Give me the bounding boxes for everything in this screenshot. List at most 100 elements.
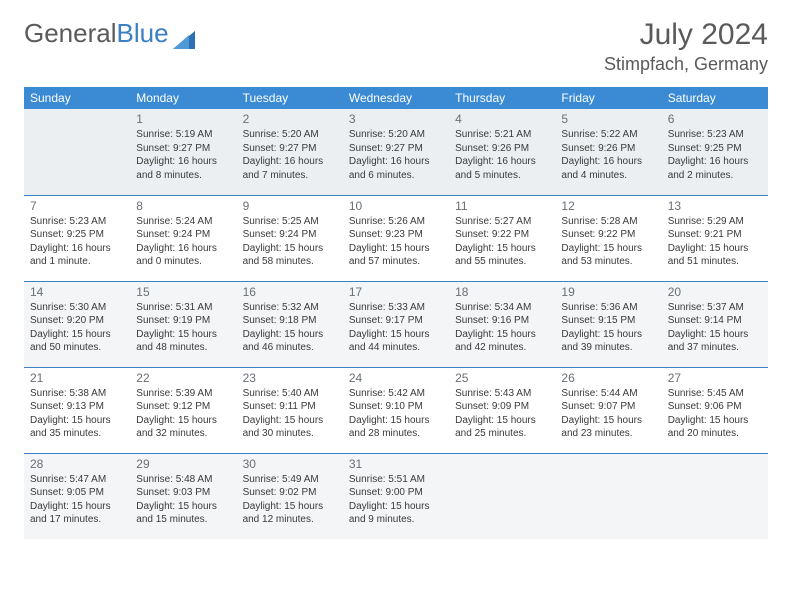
sunrise-text: Sunrise: 5:21 AM: [455, 128, 549, 142]
sunrise-text: Sunrise: 5:28 AM: [561, 215, 655, 229]
day-cell: 17Sunrise: 5:33 AMSunset: 9:17 PMDayligh…: [343, 281, 449, 367]
sunrise-text: Sunrise: 5:40 AM: [243, 387, 337, 401]
sunrise-text: Sunrise: 5:33 AM: [349, 301, 443, 315]
day-number: 1: [136, 112, 230, 126]
logo-text-2: Blue: [117, 18, 169, 49]
day-number: 30: [243, 457, 337, 471]
day-info: Sunrise: 5:51 AMSunset: 9:00 PMDaylight:…: [349, 473, 443, 527]
day-number: 14: [30, 285, 124, 299]
sunrise-text: Sunrise: 5:20 AM: [349, 128, 443, 142]
sunset-text: Sunset: 9:22 PM: [561, 228, 655, 242]
day-number: 25: [455, 371, 549, 385]
daylight-text: Daylight: 15 hours and 57 minutes.: [349, 242, 443, 269]
sunrise-text: Sunrise: 5:39 AM: [136, 387, 230, 401]
daylight-text: Daylight: 15 hours and 12 minutes.: [243, 500, 337, 527]
day-cell: 18Sunrise: 5:34 AMSunset: 9:16 PMDayligh…: [449, 281, 555, 367]
sunset-text: Sunset: 9:26 PM: [561, 142, 655, 156]
daylight-text: Daylight: 15 hours and 51 minutes.: [668, 242, 762, 269]
dayname-tuesday: Tuesday: [237, 87, 343, 109]
sunset-text: Sunset: 9:24 PM: [243, 228, 337, 242]
sunset-text: Sunset: 9:02 PM: [243, 486, 337, 500]
sunset-text: Sunset: 9:10 PM: [349, 400, 443, 414]
logo: GeneralBlue: [24, 18, 195, 49]
sunrise-text: Sunrise: 5:47 AM: [30, 473, 124, 487]
daylight-text: Daylight: 16 hours and 7 minutes.: [243, 155, 337, 182]
week-row: 28Sunrise: 5:47 AMSunset: 9:05 PMDayligh…: [24, 453, 768, 539]
day-info: Sunrise: 5:45 AMSunset: 9:06 PMDaylight:…: [668, 387, 762, 441]
day-number: 18: [455, 285, 549, 299]
sunrise-text: Sunrise: 5:31 AM: [136, 301, 230, 315]
sunrise-text: Sunrise: 5:43 AM: [455, 387, 549, 401]
title-block: July 2024 Stimpfach, Germany: [604, 18, 768, 75]
day-info: Sunrise: 5:40 AMSunset: 9:11 PMDaylight:…: [243, 387, 337, 441]
sunset-text: Sunset: 9:14 PM: [668, 314, 762, 328]
day-info: Sunrise: 5:26 AMSunset: 9:23 PMDaylight:…: [349, 215, 443, 269]
day-cell: [24, 109, 130, 195]
day-cell: 5Sunrise: 5:22 AMSunset: 9:26 PMDaylight…: [555, 109, 661, 195]
header: GeneralBlue July 2024 Stimpfach, Germany: [24, 18, 768, 75]
day-cell: 9Sunrise: 5:25 AMSunset: 9:24 PMDaylight…: [237, 195, 343, 281]
sunset-text: Sunset: 9:13 PM: [30, 400, 124, 414]
day-number: 12: [561, 199, 655, 213]
sunrise-text: Sunrise: 5:22 AM: [561, 128, 655, 142]
dayname-friday: Friday: [555, 87, 661, 109]
day-number: 27: [668, 371, 762, 385]
day-number: 6: [668, 112, 762, 126]
sunset-text: Sunset: 9:25 PM: [30, 228, 124, 242]
day-number: 2: [243, 112, 337, 126]
day-number: 26: [561, 371, 655, 385]
sunrise-text: Sunrise: 5:25 AM: [243, 215, 337, 229]
sunrise-text: Sunrise: 5:36 AM: [561, 301, 655, 315]
daylight-text: Daylight: 15 hours and 53 minutes.: [561, 242, 655, 269]
day-info: Sunrise: 5:48 AMSunset: 9:03 PMDaylight:…: [136, 473, 230, 527]
daylight-text: Daylight: 15 hours and 48 minutes.: [136, 328, 230, 355]
calendar-head: SundayMondayTuesdayWednesdayThursdayFrid…: [24, 87, 768, 109]
sunset-text: Sunset: 9:18 PM: [243, 314, 337, 328]
day-number: 9: [243, 199, 337, 213]
day-number: 24: [349, 371, 443, 385]
sunset-text: Sunset: 9:15 PM: [561, 314, 655, 328]
day-number: 16: [243, 285, 337, 299]
sunrise-text: Sunrise: 5:29 AM: [668, 215, 762, 229]
sunset-text: Sunset: 9:22 PM: [455, 228, 549, 242]
day-number: 7: [30, 199, 124, 213]
daylight-text: Daylight: 15 hours and 30 minutes.: [243, 414, 337, 441]
day-info: Sunrise: 5:21 AMSunset: 9:26 PMDaylight:…: [455, 128, 549, 182]
sunrise-text: Sunrise: 5:49 AM: [243, 473, 337, 487]
day-cell: 21Sunrise: 5:38 AMSunset: 9:13 PMDayligh…: [24, 367, 130, 453]
day-number: 11: [455, 199, 549, 213]
week-row: 1 Sunrise: 5:19 AMSunset: 9:27 PMDaylight…: [24, 109, 768, 195]
daylight-text: Daylight: 15 hours and 25 minutes.: [455, 414, 549, 441]
daylight-text: Daylight: 16 hours and 5 minutes.: [455, 155, 549, 182]
day-info: Sunrise: 5:43 AMSunset: 9:09 PMDaylight:…: [455, 387, 549, 441]
sunrise-text: Sunrise: 5:23 AM: [30, 215, 124, 229]
day-info: Sunrise: 5:23 AMSunset: 9:25 PMDaylight:…: [30, 215, 124, 269]
day-number: 13: [668, 199, 762, 213]
day-cell: 26Sunrise: 5:44 AMSunset: 9:07 PMDayligh…: [555, 367, 661, 453]
day-info: Sunrise: 5:28 AMSunset: 9:22 PMDaylight:…: [561, 215, 655, 269]
sunrise-text: Sunrise: 5:20 AM: [243, 128, 337, 142]
day-info: Sunrise: 5:38 AMSunset: 9:13 PMDaylight:…: [30, 387, 124, 441]
sunset-text: Sunset: 9:17 PM: [349, 314, 443, 328]
day-info: Sunrise: 5:47 AMSunset: 9:05 PMDaylight:…: [30, 473, 124, 527]
day-info: Sunrise: 5:20 AMSunset: 9:27 PMDaylight:…: [349, 128, 443, 182]
sunset-text: Sunset: 9:00 PM: [349, 486, 443, 500]
sunset-text: Sunset: 9:24 PM: [136, 228, 230, 242]
daylight-text: Daylight: 15 hours and 46 minutes.: [243, 328, 337, 355]
day-cell: 27 Sunrise: 5:45 AMSunset: 9:06 PMDayligh…: [662, 367, 768, 453]
day-info: Sunrise: 5:19 AMSunset: 9:27 PMDaylight:…: [136, 128, 230, 182]
sunset-text: Sunset: 9:27 PM: [136, 142, 230, 156]
sunset-text: Sunset: 9:25 PM: [668, 142, 762, 156]
day-info: Sunrise: 5:33 AMSunset: 9:17 PMDaylight:…: [349, 301, 443, 355]
day-cell: 13Sunrise: 5:29 AMSunset: 9:21 PMDayligh…: [662, 195, 768, 281]
calendar-body: 1 Sunrise: 5:19 AMSunset: 9:27 PMDaylight…: [24, 109, 768, 539]
month-title: July 2024: [604, 18, 768, 52]
sunset-text: Sunset: 9:09 PM: [455, 400, 549, 414]
sunset-text: Sunset: 9:26 PM: [455, 142, 549, 156]
day-cell: 25 Sunrise: 5:43 AMSunset: 9:09 PMDayligh…: [449, 367, 555, 453]
day-cell: 14Sunrise: 5:30 AMSunset: 9:20 PMDayligh…: [24, 281, 130, 367]
week-row: 14Sunrise: 5:30 AMSunset: 9:20 PMDayligh…: [24, 281, 768, 367]
daylight-text: Daylight: 16 hours and 8 minutes.: [136, 155, 230, 182]
dayname-saturday: Saturday: [662, 87, 768, 109]
dayname-sunday: Sunday: [24, 87, 130, 109]
